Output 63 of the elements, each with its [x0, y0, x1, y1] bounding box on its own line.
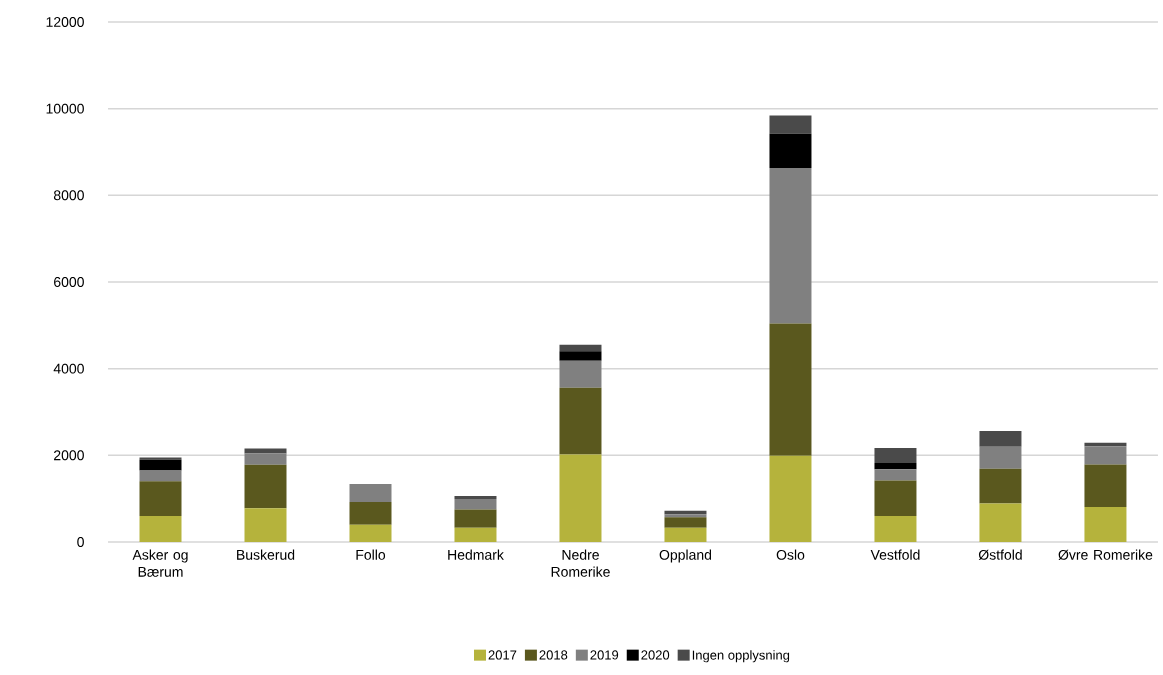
bar — [559, 360, 602, 388]
bar — [454, 496, 497, 500]
x-tick-label: Øvre Romerike — [1058, 549, 1153, 561]
bar — [139, 457, 182, 460]
bar — [1084, 446, 1127, 465]
bar — [979, 431, 1022, 447]
legend-label: 2020 — [641, 650, 670, 660]
bar — [244, 508, 287, 542]
bar — [559, 351, 602, 361]
x-tick-label: Asker og Bærum — [132, 549, 188, 577]
bar — [874, 480, 917, 516]
bar — [139, 481, 182, 516]
bar — [139, 459, 182, 471]
x-tick-label: Østfold — [978, 549, 1022, 561]
bar — [874, 469, 917, 481]
y-tick-label: 2000 — [54, 450, 84, 461]
bar — [664, 517, 707, 528]
bar — [769, 323, 812, 456]
legend-label: 2017 — [488, 650, 517, 660]
y-tick-label: 6000 — [54, 277, 84, 287]
y-tick-label: 4000 — [53, 363, 84, 374]
bar — [349, 502, 392, 525]
bar — [979, 446, 1022, 469]
bar — [769, 133, 812, 169]
bar — [349, 483, 392, 503]
bar — [559, 387, 602, 455]
bar — [769, 455, 812, 542]
bar — [559, 454, 602, 542]
y-tick-label: 10000 — [46, 103, 84, 114]
bar — [244, 464, 287, 509]
bar — [244, 448, 287, 454]
bar — [664, 514, 707, 518]
bar — [874, 463, 917, 470]
bar — [244, 453, 287, 465]
x-tick-label: Follo — [356, 549, 386, 560]
legend-label: Ingen opplysning — [692, 650, 790, 663]
bar — [1084, 464, 1127, 507]
bar — [979, 468, 1022, 504]
bar — [664, 527, 707, 542]
y-tick-label: 8000 — [53, 190, 84, 201]
legend-label: 2018 — [539, 650, 568, 660]
bar — [979, 503, 1022, 542]
bar — [769, 115, 812, 134]
legend-label: 2019 — [590, 650, 619, 660]
x-tick-label: Nedre Romerike — [551, 549, 610, 577]
bar — [769, 168, 812, 324]
y-tick-label: 12000 — [46, 17, 84, 27]
bar — [349, 524, 392, 542]
bar — [454, 509, 497, 528]
x-tick-label: Hedmark — [448, 549, 504, 560]
bar — [139, 515, 182, 542]
x-tick-label: Oppland — [659, 549, 712, 563]
x-tick-label: Oslo — [776, 549, 805, 560]
bar — [1084, 506, 1127, 542]
bar — [559, 344, 602, 352]
bar — [874, 515, 917, 542]
x-tick-label: Vestfold — [870, 549, 920, 560]
bar — [454, 527, 497, 542]
y-tick-label: 0 — [77, 537, 84, 547]
bar — [139, 470, 182, 482]
bar — [874, 447, 917, 464]
x-tick-label: Buskerud — [237, 549, 295, 560]
bar — [454, 499, 497, 510]
